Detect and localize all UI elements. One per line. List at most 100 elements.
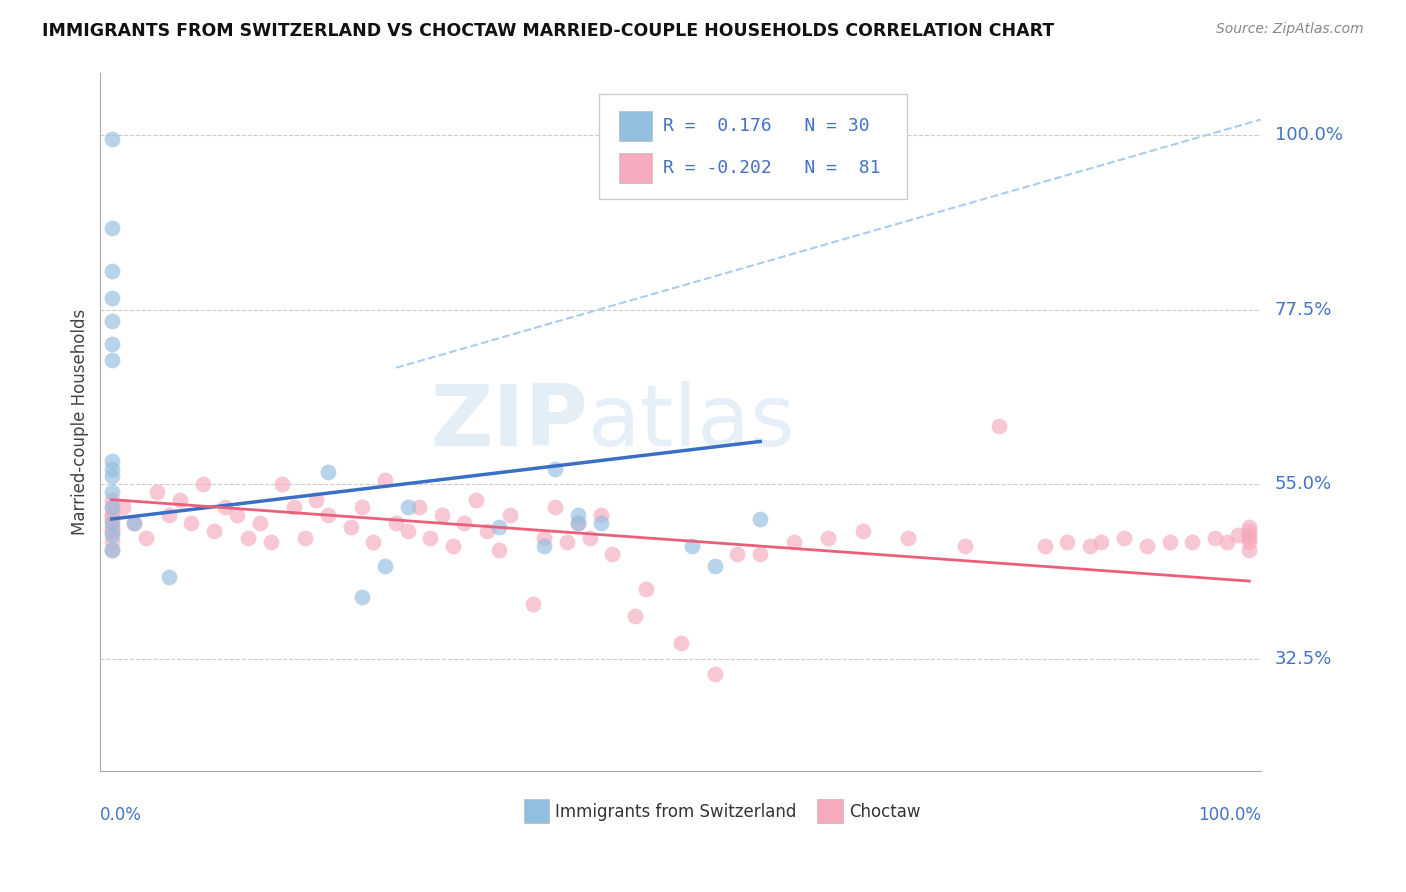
Point (1239, 524, 1261, 538)
Point (100, 524, 122, 538)
Point (100, 508, 122, 523)
Point (100, 543, 122, 558)
Point (1204, 532, 1226, 546)
Point (316, 466, 339, 480)
Point (1239, 543, 1261, 558)
Point (533, 539, 555, 553)
Point (100, 516, 122, 530)
Point (396, 524, 419, 538)
Point (169, 492, 191, 507)
Point (578, 532, 600, 546)
Point (238, 532, 260, 546)
Point (1239, 520, 1261, 534)
Point (271, 477, 294, 491)
Point (100, 500, 122, 515)
Point (191, 477, 214, 491)
Text: 32.5%: 32.5% (1275, 649, 1331, 667)
Point (100, 520, 122, 534)
Text: ZIP: ZIP (430, 381, 588, 464)
Point (475, 524, 498, 538)
Point (249, 516, 271, 530)
Point (1114, 532, 1136, 546)
Point (124, 516, 146, 530)
Point (703, 667, 725, 681)
Point (1239, 532, 1261, 546)
Bar (817, 799, 844, 823)
Point (385, 516, 408, 530)
Point (157, 570, 180, 584)
Point (350, 590, 373, 604)
Point (100, 492, 122, 507)
Point (225, 508, 247, 523)
Text: IMMIGRANTS FROM SWITZERLAND VS CHOCTAW MARRIED-COUPLE HOUSEHOLDS CORRELATION CHA: IMMIGRANTS FROM SWITZERLAND VS CHOCTAW M… (42, 22, 1054, 40)
Point (146, 484, 169, 499)
Point (100, 314, 122, 328)
Point (783, 535, 806, 549)
Point (636, 582, 658, 596)
Point (100, 291, 122, 305)
Point (1033, 539, 1056, 553)
Point (408, 500, 430, 515)
Point (100, 535, 122, 549)
Point (1159, 535, 1181, 549)
Point (589, 508, 612, 523)
Text: Source: ZipAtlas.com: Source: ZipAtlas.com (1216, 22, 1364, 37)
Point (589, 516, 612, 530)
Point (544, 500, 567, 515)
Point (135, 532, 157, 546)
FancyBboxPatch shape (599, 94, 907, 199)
Point (897, 532, 920, 546)
Point (725, 547, 748, 561)
Point (1090, 535, 1112, 549)
Point (214, 500, 236, 515)
Point (817, 532, 839, 546)
Point (100, 337, 122, 351)
Point (374, 558, 396, 573)
Point (100, 132, 122, 146)
Point (305, 492, 328, 507)
Point (363, 535, 385, 549)
Point (533, 532, 555, 546)
Text: 0.0%: 0.0% (100, 806, 142, 824)
Text: Immigrants from Switzerland: Immigrants from Switzerland (555, 803, 797, 821)
Point (749, 547, 772, 561)
Point (157, 508, 180, 523)
Text: R =  0.176   N = 30: R = 0.176 N = 30 (664, 117, 870, 135)
Point (749, 512, 772, 526)
Point (1181, 535, 1204, 549)
Text: R = -0.202   N =  81: R = -0.202 N = 81 (664, 159, 880, 177)
Point (499, 508, 522, 523)
Point (1239, 535, 1261, 549)
Point (464, 492, 486, 507)
Text: 77.5%: 77.5% (1275, 301, 1331, 318)
Point (100, 484, 122, 499)
Point (567, 508, 589, 523)
Point (374, 473, 396, 487)
Point (100, 500, 122, 515)
Point (953, 539, 976, 553)
Point (555, 535, 578, 549)
Point (430, 508, 453, 523)
Point (419, 532, 441, 546)
Text: 100.0%: 100.0% (1198, 806, 1261, 824)
Point (441, 539, 464, 553)
Point (260, 535, 283, 549)
Point (851, 524, 873, 538)
Point (100, 353, 122, 368)
Text: Choctaw: Choctaw (849, 803, 921, 821)
Point (567, 516, 589, 530)
Point (703, 558, 725, 573)
Point (294, 532, 316, 546)
Bar (619, 112, 651, 141)
Bar (524, 799, 550, 823)
Point (522, 598, 544, 612)
Point (100, 527, 122, 541)
Point (567, 516, 589, 530)
Point (488, 543, 510, 558)
Point (350, 500, 373, 515)
Point (339, 520, 361, 534)
Point (283, 500, 305, 515)
Point (624, 609, 647, 624)
Point (202, 524, 225, 538)
Point (100, 512, 122, 526)
